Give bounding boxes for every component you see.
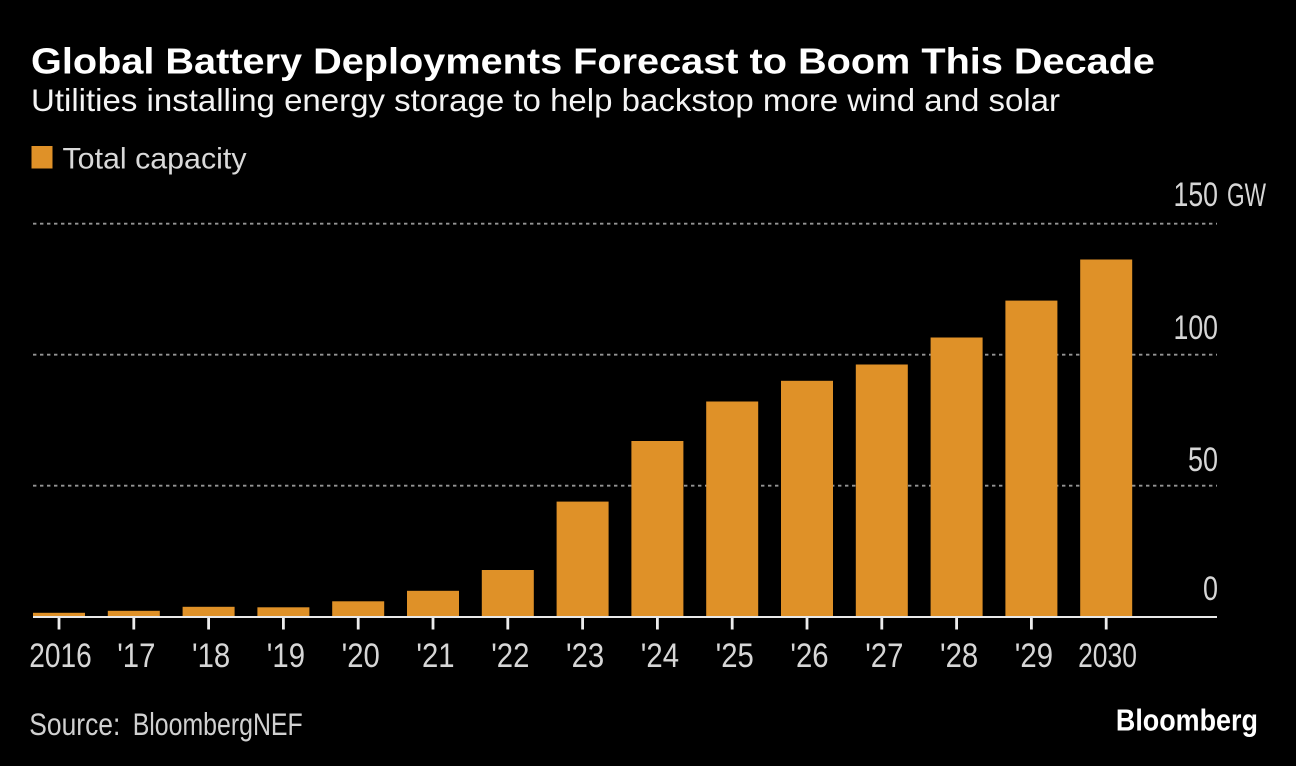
svg-text:'27: '27	[865, 637, 903, 675]
svg-text:Global Battery Deployments For: Global Battery Deployments Forecast to B…	[31, 41, 1155, 82]
svg-text:'17: '17	[117, 637, 155, 675]
svg-text:'25: '25	[716, 637, 754, 675]
svg-text:'18: '18	[192, 637, 230, 675]
svg-text:Total capacity: Total capacity	[63, 143, 247, 176]
svg-text:'24: '24	[641, 637, 679, 675]
svg-text:2030: 2030	[1078, 637, 1137, 675]
svg-text:'21: '21	[416, 637, 454, 675]
svg-text:GW: GW	[1227, 177, 1267, 213]
svg-text:150: 150	[1174, 176, 1219, 214]
svg-text:BloombergNEF: BloombergNEF	[133, 706, 303, 742]
svg-text:Source:: Source:	[29, 706, 120, 742]
svg-text:'23: '23	[566, 637, 604, 675]
svg-text:Bloomberg: Bloomberg	[1116, 703, 1258, 738]
svg-text:50: 50	[1188, 441, 1218, 479]
svg-text:'19: '19	[267, 637, 305, 675]
svg-text:2016: 2016	[29, 637, 92, 675]
svg-text:'20: '20	[342, 637, 380, 675]
svg-text:100: 100	[1174, 309, 1219, 347]
svg-text:'22: '22	[491, 637, 529, 675]
svg-text:0: 0	[1203, 570, 1218, 608]
svg-text:Utilities installing energy st: Utilities installing energy storage to h…	[31, 83, 1060, 118]
svg-text:'28: '28	[940, 637, 978, 675]
svg-text:'26: '26	[790, 637, 828, 675]
svg-text:'29: '29	[1015, 637, 1053, 675]
